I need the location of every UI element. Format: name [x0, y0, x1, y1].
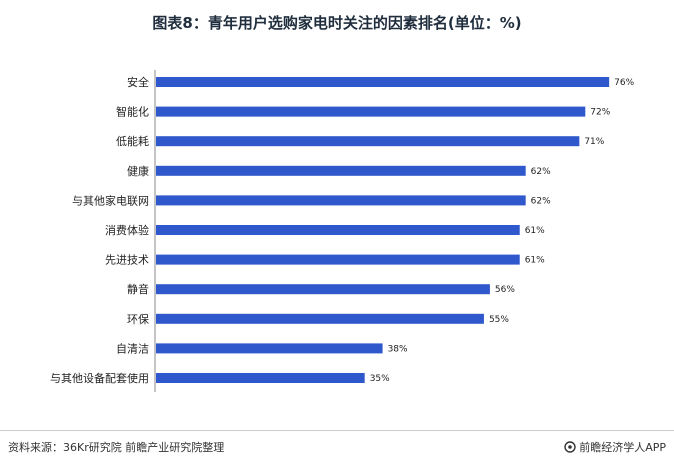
- bar: [156, 165, 526, 176]
- value-label: 56%: [495, 285, 515, 295]
- brand: 前瞻经济学人APP: [564, 439, 666, 455]
- bar-chart: 安全 76% 智能化 72% 低能耗 71% 健康 62% 与其他家电联网 62% 消费体验 61% 先…: [50, 70, 635, 392]
- bar: [156, 313, 484, 324]
- category-label: 消费体验: [105, 223, 149, 237]
- category-label: 与其他家电联网: [72, 193, 149, 207]
- category-label: 与其他设备配套使用: [50, 371, 149, 385]
- bar: [156, 106, 586, 117]
- category-label: 安全: [127, 75, 149, 89]
- value-label: 55%: [489, 315, 509, 325]
- brand-text: 前瞻经济学人APP: [579, 441, 666, 454]
- footer: 资料来源：36Kr研究院 前瞻产业研究院整理 前瞻经济学人APP: [0, 430, 674, 462]
- bar: [156, 373, 365, 383]
- bar: [156, 136, 580, 147]
- bar: [156, 77, 610, 87]
- bar: [156, 284, 490, 295]
- brand-logo-icon: [564, 441, 576, 453]
- source-text: 资料来源：36Kr研究院 前瞻产业研究院整理: [8, 441, 225, 454]
- category-label: 低能耗: [116, 134, 149, 148]
- value-label: 38%: [388, 344, 408, 354]
- value-label: 62%: [531, 196, 551, 206]
- category-label: 智能化: [116, 105, 149, 119]
- value-label: 61%: [525, 256, 545, 266]
- value-label: 72%: [590, 108, 610, 118]
- category-label: 先进技术: [105, 254, 149, 267]
- bar: [156, 254, 520, 265]
- bar: [156, 195, 526, 206]
- category-label: 静音: [127, 282, 149, 296]
- category-label: 自清洁: [116, 342, 149, 355]
- bar: [156, 343, 383, 354]
- category-label: 健康: [127, 164, 149, 178]
- value-label: 62%: [531, 167, 551, 177]
- value-label: 61%: [525, 226, 545, 236]
- value-label: 35%: [370, 374, 390, 384]
- chart-title: 图表8：青年用户选购家电时关注的因素排名(单位：%): [152, 14, 522, 32]
- value-label: 71%: [584, 137, 604, 147]
- value-label: 76%: [614, 78, 634, 88]
- bar: [156, 225, 520, 235]
- category-label: 环保: [127, 312, 149, 326]
